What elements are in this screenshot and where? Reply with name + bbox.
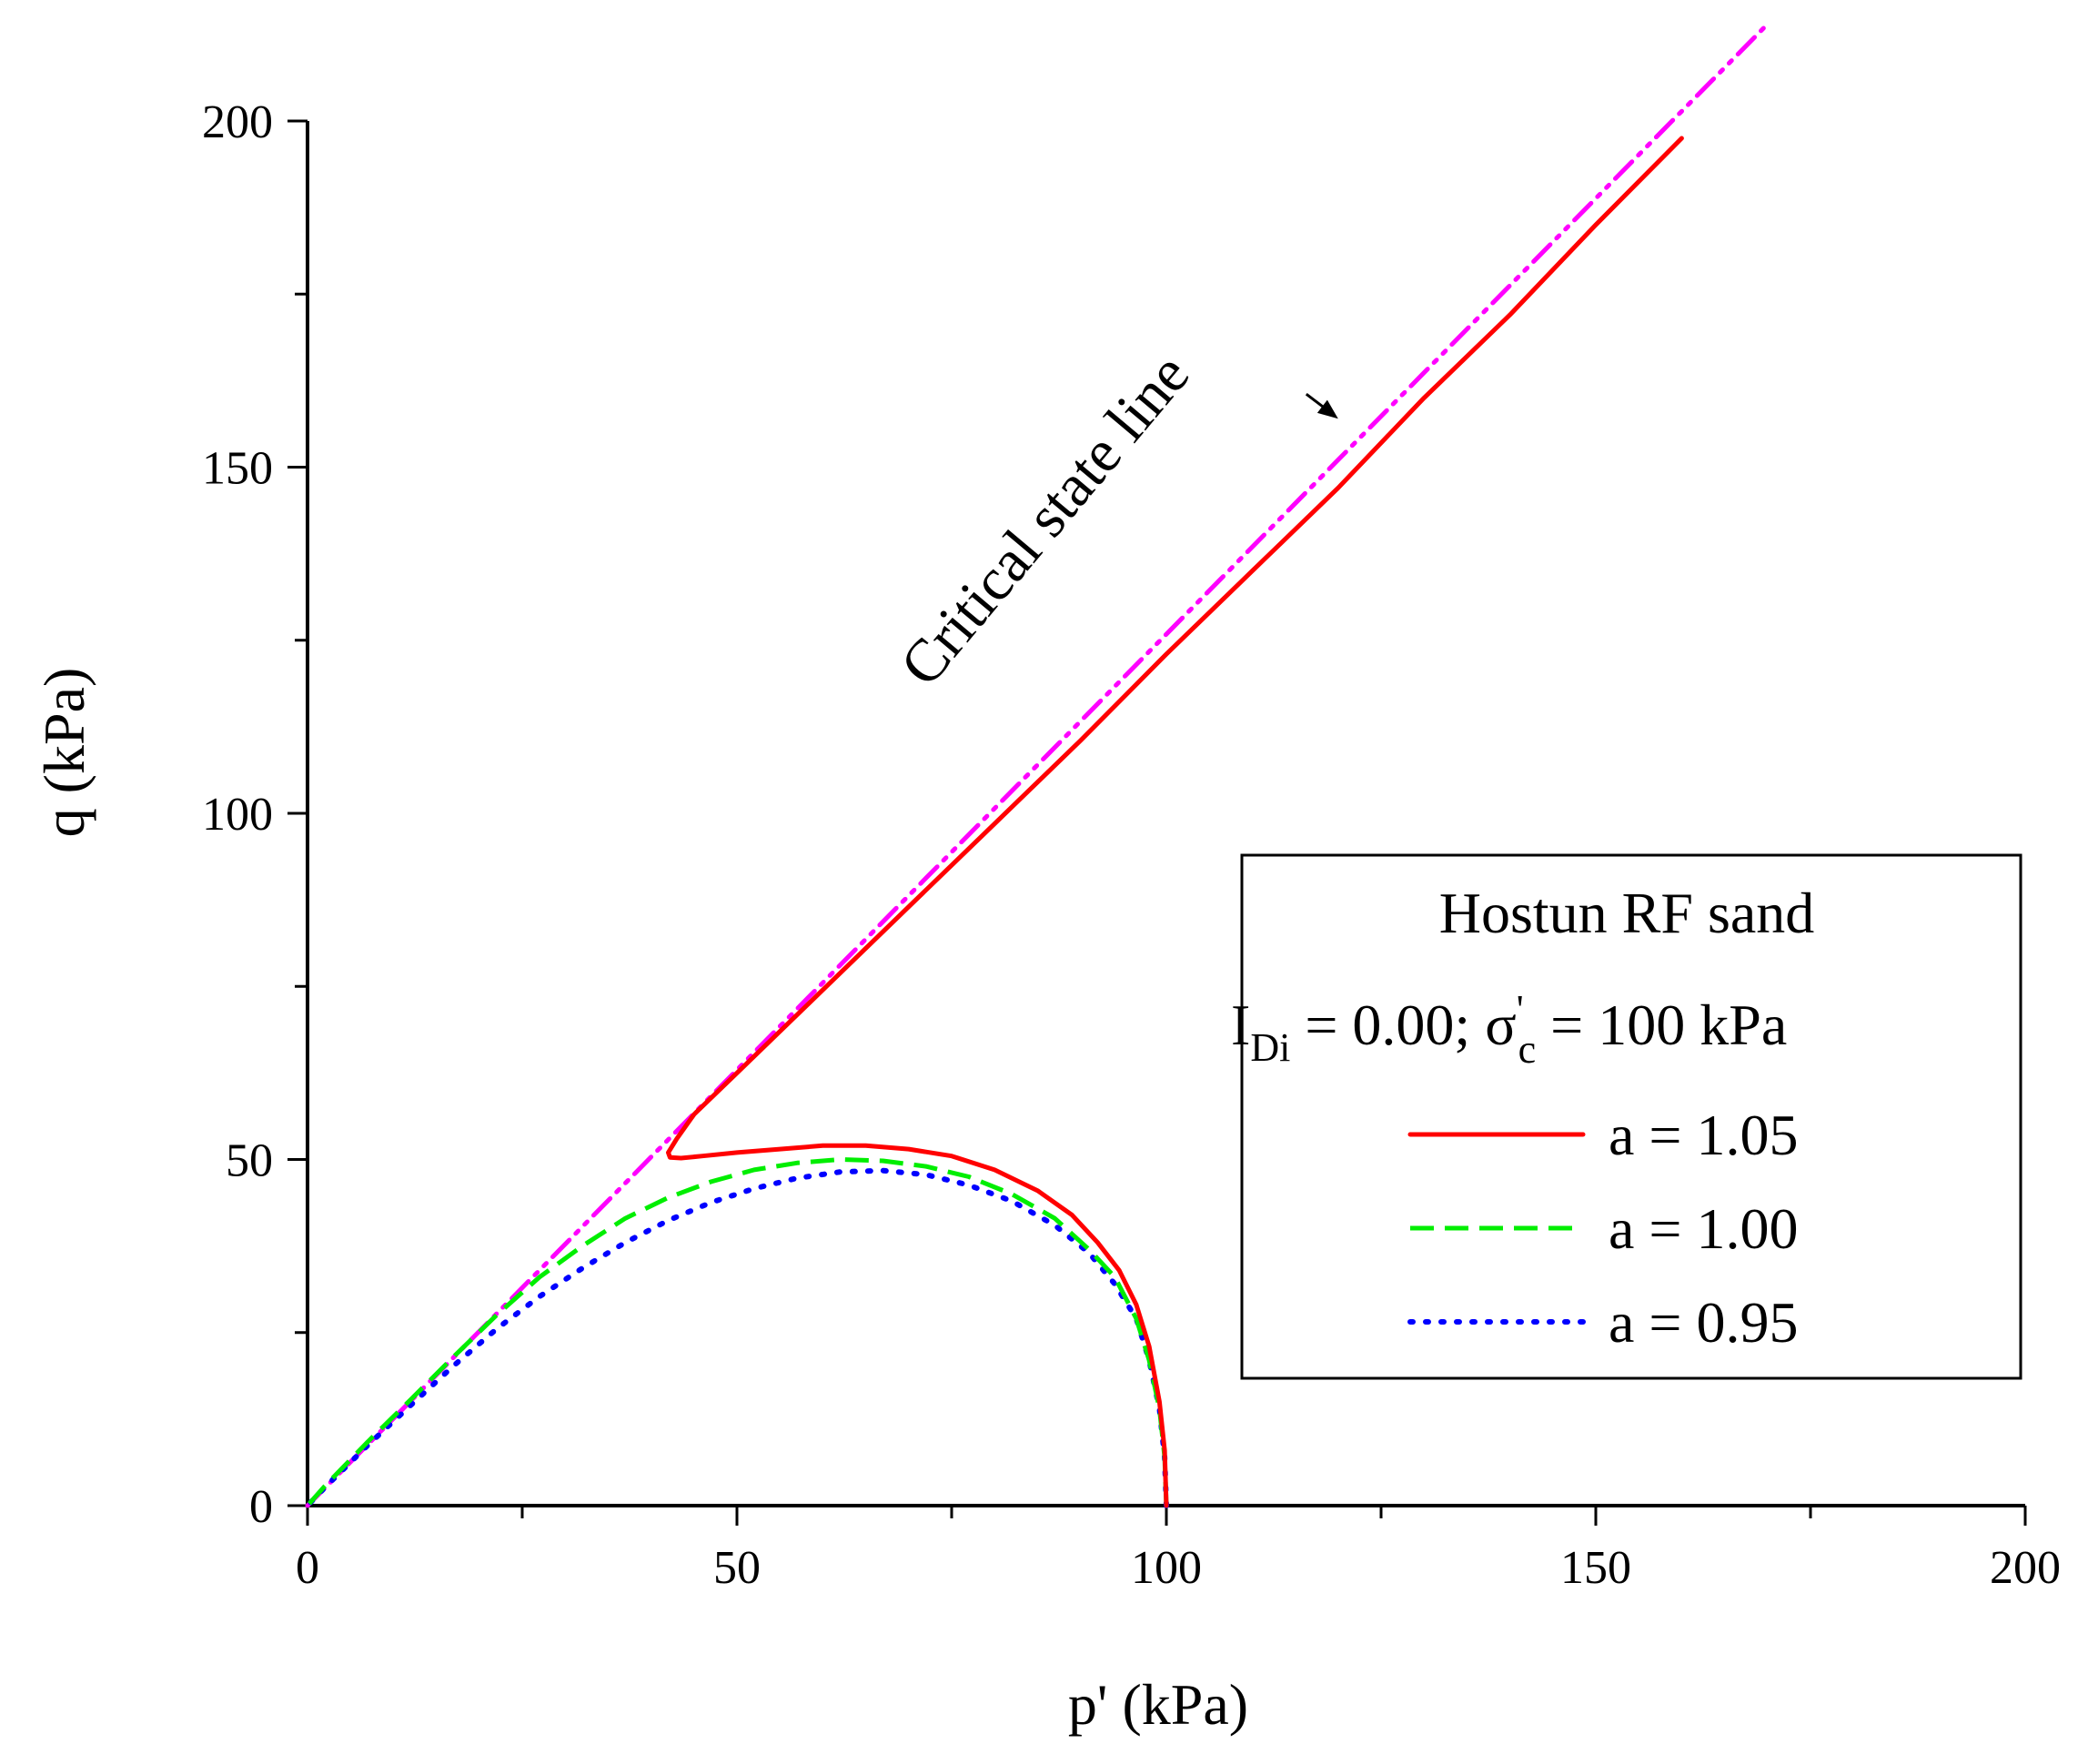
legend-sym-i: I	[1231, 993, 1250, 1057]
legend-label: a = 1.05	[1609, 1103, 1799, 1167]
x-tick-label: 100	[1131, 1542, 1202, 1594]
legend-end: = 100 kPa	[1536, 993, 1787, 1057]
legend: Hostun RF sand IDi = 0.00; σ' c = 100 kPa…	[1231, 853, 2022, 1380]
y-tick-label: 0	[249, 1481, 273, 1533]
legend-sub-di: Di	[1250, 1025, 1290, 1070]
y-tick-label: 100	[202, 789, 273, 841]
legend-box	[1240, 853, 2022, 1380]
series-line-critical-state-line	[305, 22, 1770, 1508]
legend-title: Hostun RF sand	[1439, 881, 1815, 945]
legend-subtitle: IDi = 0.00; σ' c = 100 kPa	[1231, 987, 1787, 1072]
y-tick-label: 200	[202, 96, 273, 148]
legend-mid: = 0.00; σ	[1290, 993, 1516, 1057]
x-tick-label: 150	[1560, 1542, 1631, 1594]
annotation-arrow-head	[1316, 399, 1338, 419]
y-axis-title: q (kPa)	[32, 668, 96, 838]
series-line-a-0-95	[305, 1167, 1169, 1508]
series-line-a-1-05	[666, 136, 1684, 1508]
y-tick-label: 50	[226, 1135, 273, 1187]
annotation-arrow	[1305, 393, 1338, 419]
plot-area	[305, 22, 1770, 1508]
legend-sub-c: c	[1518, 1027, 1537, 1072]
legend-prime: '	[1517, 987, 1524, 1032]
x-tick-label: 0	[296, 1542, 319, 1594]
x-tick-label: 50	[713, 1542, 761, 1594]
x-axis-title: p' (kPa)	[1068, 1672, 1248, 1737]
axes: 0 50 100 150 200 0 50 100 150 200	[202, 96, 2061, 1594]
legend-label: a = 1.00	[1609, 1196, 1799, 1261]
x-tick-label: 200	[1990, 1542, 2061, 1594]
series-line-a-1-00	[306, 1157, 1169, 1507]
legend-entries: a = 1.05 a = 1.00 a = 0.95	[1407, 1103, 1799, 1355]
y-tick-label: 150	[202, 443, 273, 495]
legend-label: a = 0.95	[1609, 1290, 1799, 1355]
